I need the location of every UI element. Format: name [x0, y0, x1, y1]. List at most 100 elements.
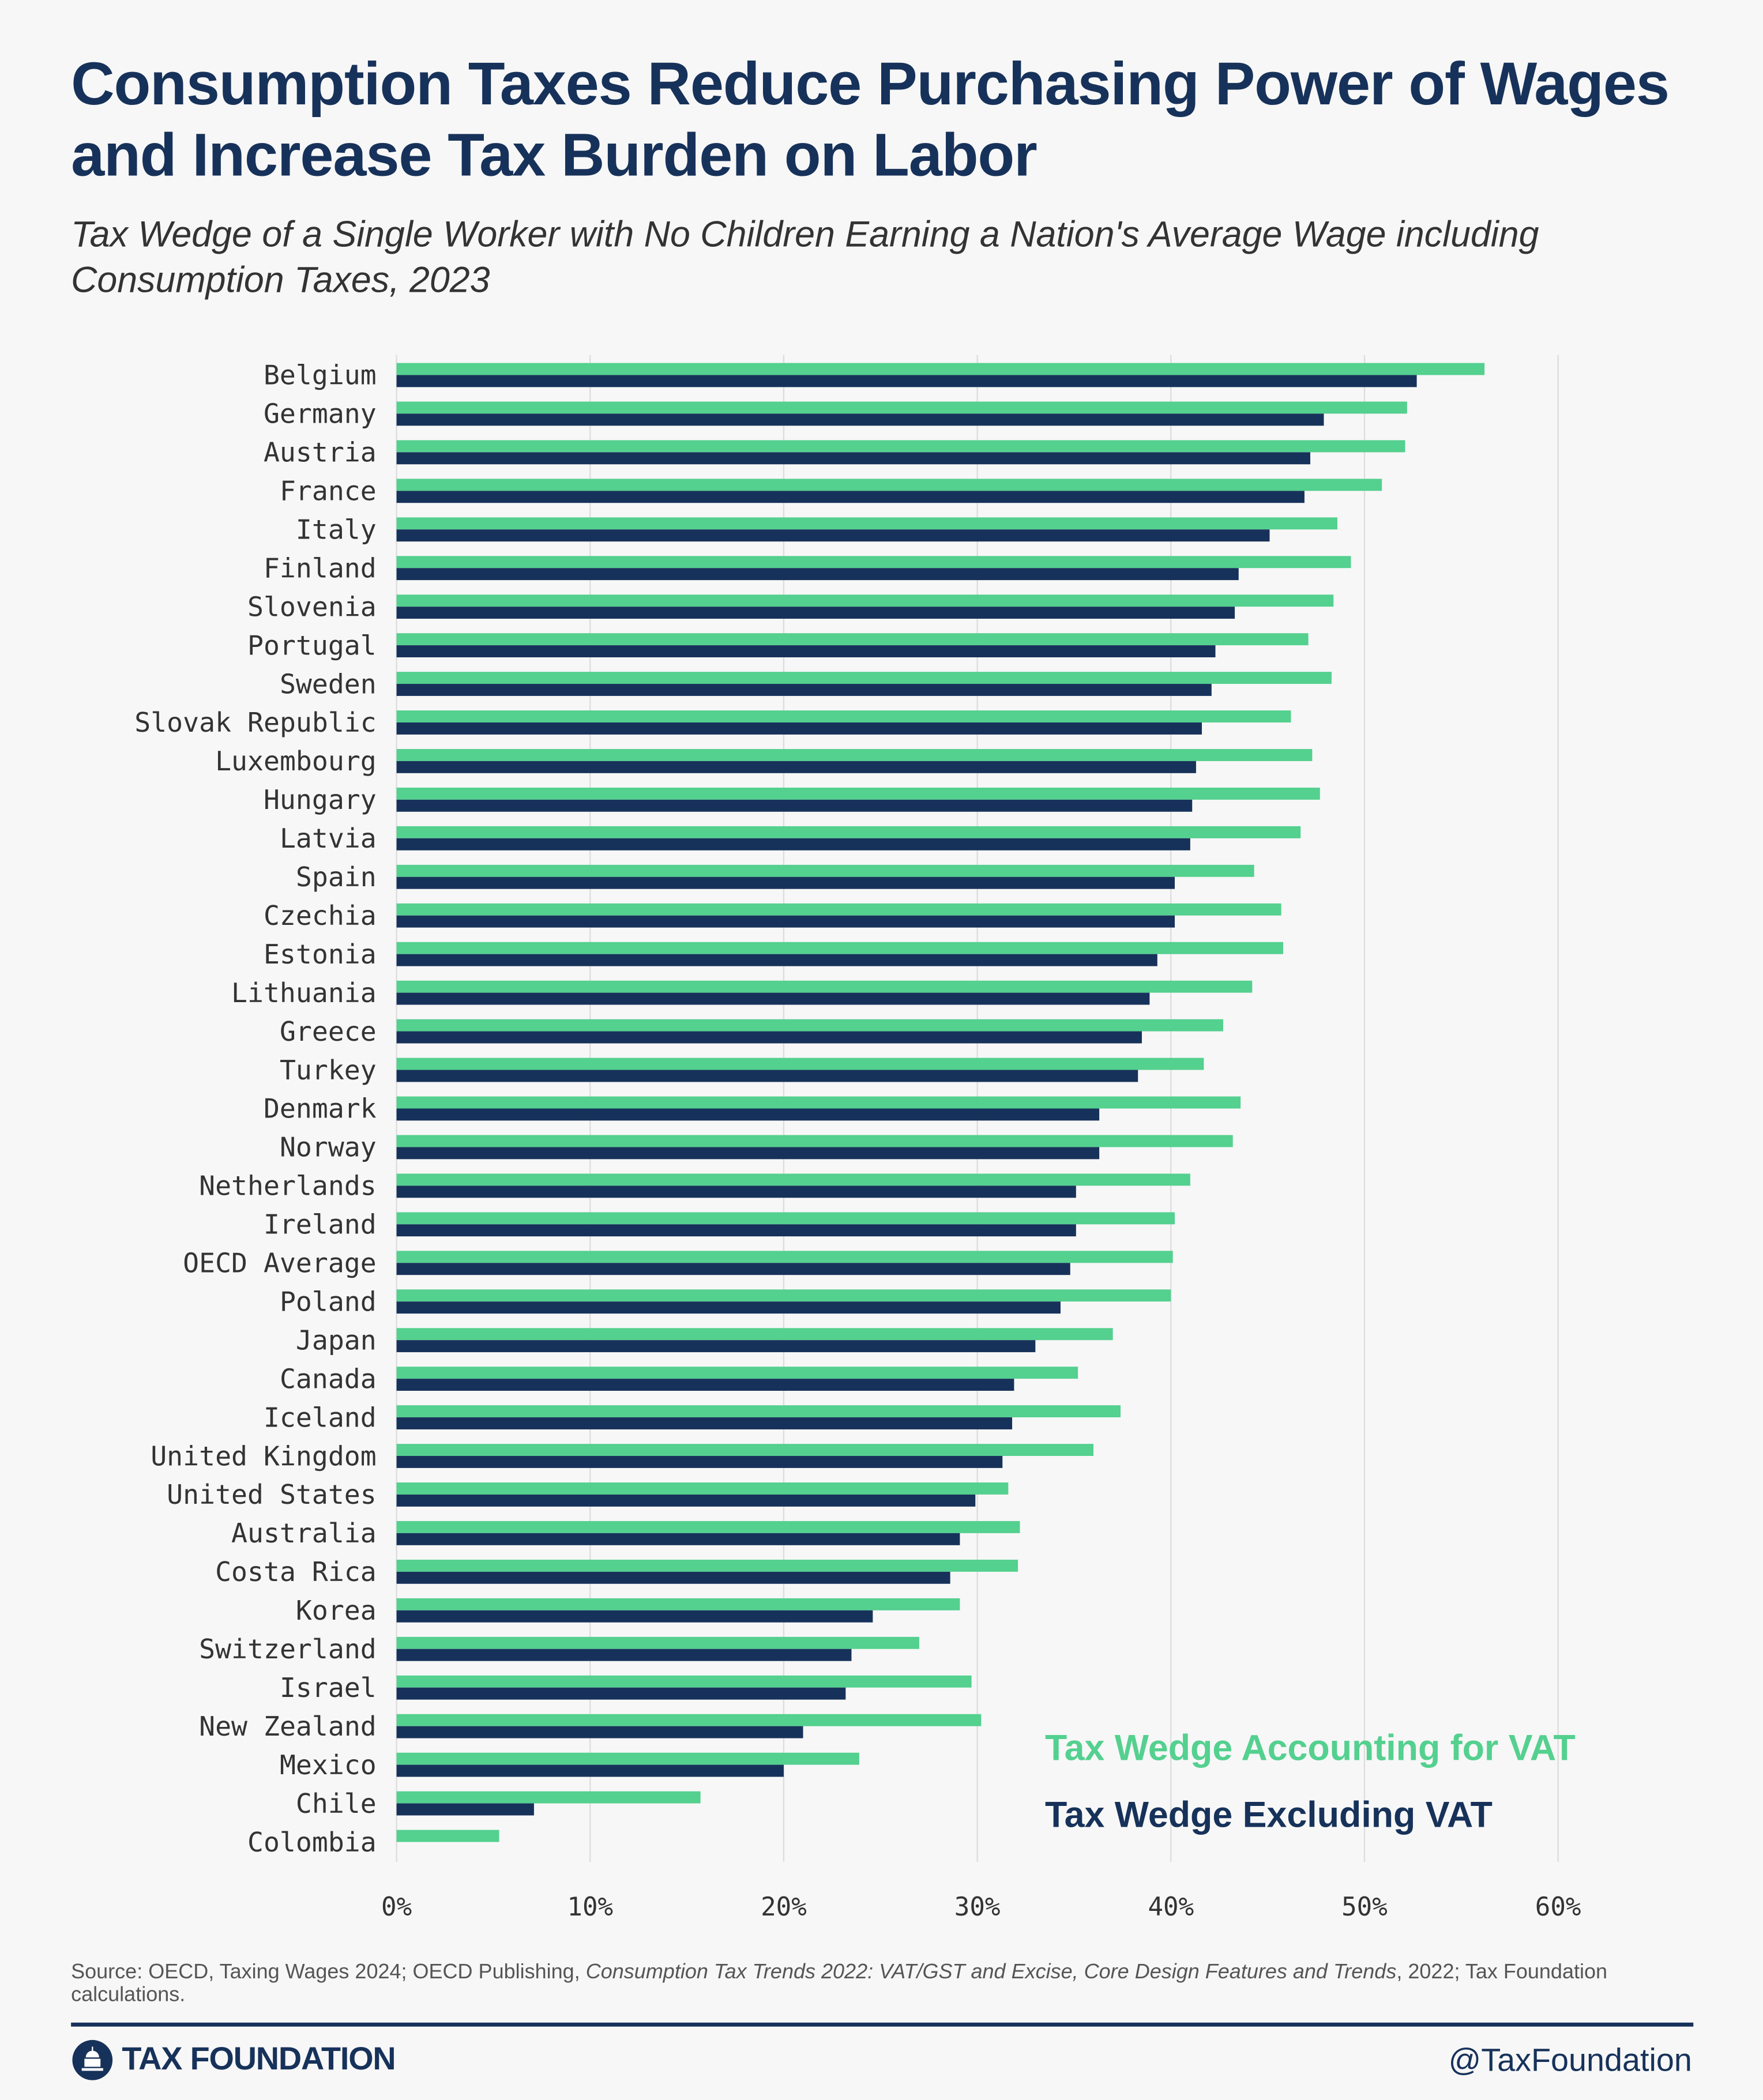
category-label: Denmark	[264, 1093, 377, 1124]
bar-vat	[396, 826, 1301, 838]
category-label: Costa Rica	[215, 1556, 377, 1587]
bar-vat	[396, 633, 1309, 646]
bar-excl-vat	[396, 1340, 1036, 1353]
category-label: Slovenia	[247, 591, 377, 622]
bar-excl-vat	[396, 1456, 1003, 1468]
bar-excl-vat	[396, 1533, 960, 1545]
category-label: Israel	[280, 1672, 377, 1703]
bar-excl-vat	[396, 1070, 1138, 1082]
bar-excl-vat	[396, 1494, 976, 1507]
bar-vat	[396, 1752, 859, 1765]
category-label: Chile	[296, 1788, 377, 1819]
category-label: Korea	[296, 1595, 377, 1626]
category-label: Luxembourg	[215, 746, 377, 777]
category-label: Germany	[264, 398, 377, 430]
logo-text: TAX FOUNDATION	[122, 2041, 396, 2078]
category-label: United States	[167, 1479, 377, 1510]
category-label: Mexico	[280, 1749, 377, 1781]
page-title: Consumption Taxes Reduce Purchasing Powe…	[71, 49, 1670, 189]
capitol-dome-icon	[72, 2039, 113, 2080]
x-tick-label: 50%	[1341, 1892, 1388, 1922]
bar-excl-vat	[396, 1147, 1100, 1160]
bar-excl-vat	[396, 1764, 784, 1777]
category-label: Iceland	[264, 1402, 377, 1433]
bar-vat	[396, 1521, 1020, 1533]
bar-vat	[396, 1212, 1175, 1225]
bar-vat	[396, 1328, 1113, 1341]
category-label: Sweden	[280, 668, 377, 699]
category-label: OECD Average	[183, 1248, 377, 1279]
category-label: Slovak Republic	[134, 707, 377, 738]
bar-vat	[396, 749, 1313, 761]
bar-excl-vat	[396, 568, 1239, 581]
x-tick-label: 10%	[567, 1892, 613, 1922]
bar-vat	[396, 401, 1407, 414]
bar-vat	[396, 980, 1253, 993]
bar-chart: 0% 10% 20% 30% 40% 50% 60% Belgium Germany Austri…	[134, 355, 1581, 1922]
category-label: Ireland	[264, 1209, 377, 1240]
bar-vat	[396, 440, 1405, 453]
bar-vat	[396, 1444, 1094, 1457]
bar-vat	[396, 942, 1283, 954]
bar-excl-vat	[396, 1186, 1076, 1198]
bar-vat	[396, 1019, 1223, 1032]
category-label: Spain	[296, 861, 377, 893]
bar-excl-vat	[396, 1031, 1142, 1044]
tax-foundation-logo: TAX FOUNDATION	[71, 2039, 396, 2082]
bar-excl-vat	[396, 1108, 1100, 1121]
bar-excl-vat	[396, 452, 1310, 465]
category-label: Norway	[280, 1132, 377, 1163]
category-label: France	[280, 476, 377, 507]
bar-excl-vat	[396, 491, 1305, 503]
category-label: Finland	[264, 552, 377, 584]
x-tick-label: 20%	[761, 1892, 807, 1922]
category-label: Greece	[280, 1016, 377, 1047]
bar-vat	[396, 710, 1291, 722]
bar-excl-vat	[396, 915, 1175, 928]
bar-excl-vat	[396, 1726, 803, 1738]
bar-excl-vat	[396, 1263, 1070, 1275]
x-tick-label: 0%	[381, 1892, 412, 1922]
category-label: Portugal	[247, 630, 377, 661]
bar-vat	[396, 1096, 1241, 1109]
subtitle: Tax Wedge of a Single Worker with No Chi…	[71, 214, 1539, 300]
category-label: Switzerland	[199, 1634, 377, 1665]
category-label: United Kingdom	[151, 1440, 377, 1471]
category-label: Japan	[296, 1324, 377, 1356]
footer-divider	[71, 2022, 1694, 2027]
bar-excl-vat	[396, 1379, 1014, 1391]
category-label: Czechia	[264, 900, 377, 931]
bar-vat	[396, 1367, 1078, 1379]
bar-vat	[396, 672, 1332, 684]
x-tick-label: 40%	[1148, 1892, 1194, 1922]
category-label: Colombia	[247, 1827, 377, 1858]
bar-excl-vat	[396, 413, 1324, 426]
category-label: Latvia	[280, 823, 377, 854]
bar-excl-vat	[396, 761, 1196, 773]
bar-vat	[396, 1482, 1009, 1495]
bar-excl-vat	[396, 722, 1202, 735]
bar-vat	[396, 1405, 1121, 1418]
category-label: Australia	[231, 1518, 377, 1549]
bar-excl-vat	[396, 1803, 534, 1816]
bar-vat	[396, 1559, 1018, 1572]
category-label: Poland	[280, 1286, 377, 1317]
bar-vat	[396, 1135, 1233, 1147]
category-label: Turkey	[280, 1055, 377, 1086]
x-tick-label: 60%	[1535, 1892, 1581, 1922]
legend-excl: Tax Wedge Excluding VAT	[1044, 1794, 1493, 1835]
bar-vat	[396, 1636, 919, 1649]
bar-vat	[396, 1714, 982, 1726]
bar-vat	[396, 1057, 1204, 1070]
category-label: Italy	[296, 514, 377, 545]
bar-excl-vat	[396, 1687, 846, 1700]
category-label: Austria	[264, 437, 377, 468]
bar-vat	[396, 556, 1351, 569]
bar-vat	[396, 864, 1254, 877]
bar-excl-vat	[396, 1224, 1076, 1237]
bar-excl-vat	[396, 992, 1150, 1005]
category-label: Hungary	[264, 784, 377, 815]
bar-vat	[396, 479, 1382, 491]
twitter-handle[interactable]: @TaxFoundation	[1448, 2042, 1692, 2079]
